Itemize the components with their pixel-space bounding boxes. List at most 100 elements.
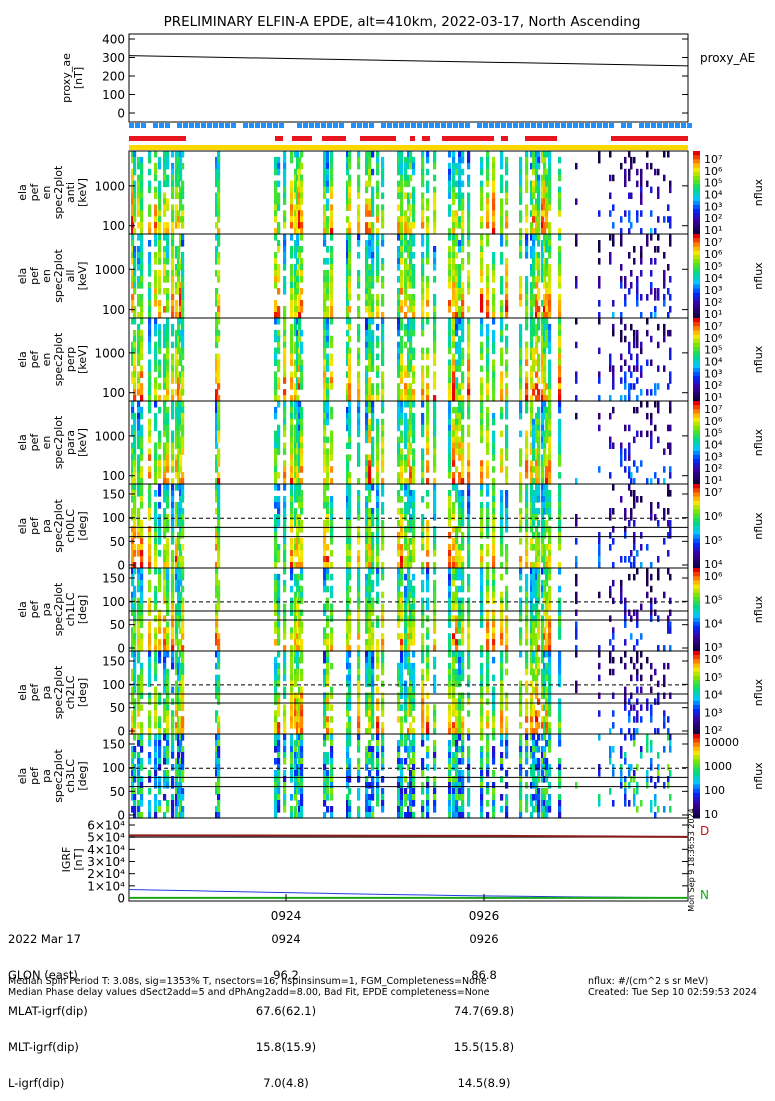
blue-segment	[231, 123, 236, 128]
spectrogram-cell	[217, 371, 220, 378]
spectrogram-cell	[357, 294, 360, 301]
spectrogram-cell	[326, 377, 329, 384]
spectrogram-cell	[467, 270, 470, 277]
spectrogram-cell	[154, 318, 157, 325]
spectrogram-cell	[505, 407, 508, 414]
spectrogram-cell	[323, 604, 326, 611]
spectrogram-cell	[330, 151, 333, 158]
spectrogram-cell	[365, 342, 368, 349]
spectrogram-cell	[181, 586, 184, 593]
spectrogram-cell	[467, 193, 470, 200]
spectrogram-cell	[532, 466, 535, 473]
blue-segment	[219, 123, 224, 128]
spectrogram-cell	[290, 407, 293, 414]
spectrogram-cell	[492, 592, 495, 599]
spectrogram-cell	[525, 318, 528, 325]
spectrogram-cell	[525, 437, 528, 444]
spectrogram-cell	[480, 354, 483, 361]
colorbar-cell	[693, 180, 700, 185]
spectrogram-cell	[357, 538, 360, 545]
spectrogram-cell	[640, 193, 643, 200]
spectrogram-cell	[137, 336, 140, 343]
spectrogram-cell	[357, 556, 360, 563]
spectrogram-cell	[158, 216, 161, 223]
spectrogram-cell	[381, 324, 384, 331]
spectrogram-cell	[346, 342, 349, 349]
spectrogram-cell	[217, 472, 220, 479]
spectrogram-cell	[558, 294, 561, 301]
colorbar-cell	[693, 168, 700, 173]
spectrogram-cell	[133, 330, 136, 337]
spectrogram-cell	[181, 472, 184, 479]
spectrogram-cell	[171, 496, 174, 503]
spectrogram-cell	[500, 604, 503, 611]
spectrogram-cell	[545, 324, 548, 331]
spectrogram-cell	[412, 282, 415, 289]
y-axis-label: [keV]	[76, 262, 89, 291]
spectrogram-cell	[163, 169, 166, 176]
spectrogram-cell	[404, 210, 407, 217]
spectrogram-cell	[409, 639, 412, 646]
spectrogram-cell	[636, 336, 639, 343]
spectrogram-cell	[376, 454, 379, 461]
spectrogram-cell	[532, 389, 535, 396]
spectrogram-cell	[620, 240, 623, 247]
spectrogram-cell	[277, 556, 280, 563]
spectrogram-cell	[624, 514, 627, 521]
spectrogram-cell	[458, 354, 461, 361]
spectrogram-cell	[397, 401, 400, 408]
spectrogram-cell	[548, 472, 551, 479]
spectrogram-cell	[409, 520, 412, 527]
spectrogram-cell	[133, 318, 136, 325]
spectrogram-cell	[421, 216, 424, 223]
spectrogram-cell	[290, 276, 293, 283]
spectrogram-cell	[433, 193, 436, 200]
spectrogram-cell	[365, 204, 368, 211]
spectrogram-cell	[486, 306, 489, 313]
spectrogram-cell	[400, 484, 403, 491]
spectrogram-cell	[217, 276, 220, 283]
spectrogram-cell	[458, 336, 461, 343]
spectrogram-cell	[620, 365, 623, 372]
spectrogram-cell	[612, 377, 615, 384]
spectrogram-cell	[371, 389, 374, 396]
spectrogram-cell	[455, 300, 458, 307]
spectrogram-cell	[381, 615, 384, 622]
spectrogram-cell	[409, 163, 412, 170]
spectrogram-cell	[133, 163, 136, 170]
spectrogram-cell	[519, 342, 522, 349]
spectrogram-cell	[154, 288, 157, 295]
spectrogram-cell	[421, 401, 424, 408]
spectrogram-cell	[348, 615, 351, 622]
spectrogram-cell	[492, 586, 495, 593]
spectrogram-cell	[397, 169, 400, 176]
spectrogram-cell	[492, 544, 495, 551]
spectrogram-cell	[283, 181, 286, 188]
spectrogram-cell	[277, 550, 280, 557]
spectrogram-cell	[365, 520, 368, 527]
spectrogram-cell	[181, 419, 184, 426]
spectrogram-cell	[537, 318, 540, 325]
colorbar-cell	[693, 451, 700, 456]
spectrogram-cell	[371, 604, 374, 611]
spectrogram-cell	[158, 365, 161, 372]
colorbar-cell	[693, 426, 700, 431]
spectrogram-cell	[376, 580, 379, 587]
spectrogram-cell	[505, 371, 508, 378]
spectrogram-cell	[368, 437, 371, 444]
spectrogram-cell	[296, 580, 299, 587]
spectrogram-cell	[452, 181, 455, 188]
spectrogram-cell	[283, 216, 286, 223]
spectrogram-cell	[274, 466, 277, 473]
spectrogram-cell	[467, 574, 470, 581]
spectrogram-cell	[620, 330, 623, 337]
spectrogram-cell	[409, 604, 412, 611]
spectrogram-cell	[348, 419, 351, 426]
spectrogram-cell	[492, 198, 495, 205]
spectrogram-cell	[133, 419, 136, 426]
spectrogram-cell	[455, 360, 458, 367]
spectrogram-cell	[154, 216, 157, 223]
spectrogram-cell	[298, 324, 301, 331]
spectrogram-cell	[397, 460, 400, 467]
spectrogram-cell	[148, 306, 151, 313]
